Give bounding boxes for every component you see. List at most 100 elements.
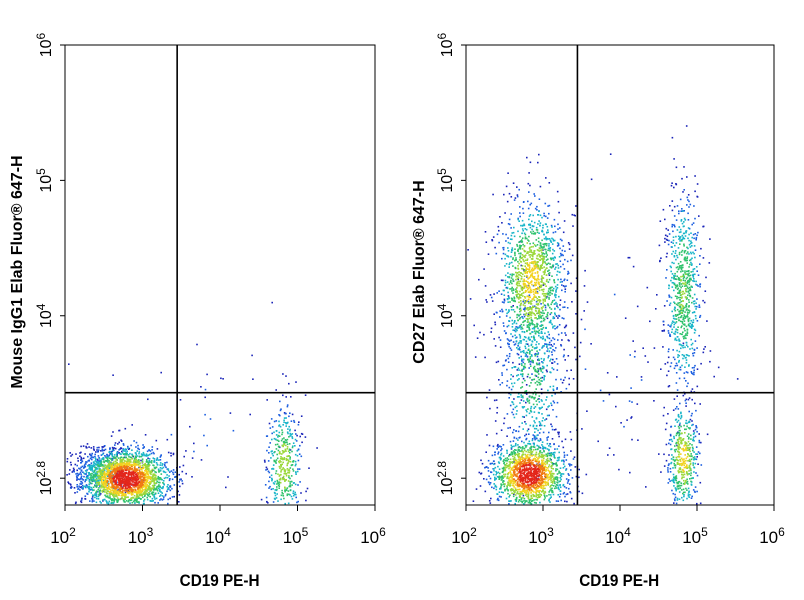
event-dot (507, 301, 509, 303)
event-dot (669, 265, 672, 268)
event-dot (166, 476, 169, 479)
event-dot (97, 449, 100, 451)
event-dot (574, 214, 576, 217)
event-dot (548, 333, 550, 336)
event-dot (540, 399, 543, 401)
event-dot (552, 453, 554, 455)
event-dot (670, 438, 673, 441)
event-dot (102, 468, 104, 471)
event-dot (474, 356, 477, 358)
event-dot (550, 455, 553, 457)
event-dot (123, 489, 126, 492)
event-dot (683, 232, 686, 235)
event-dot (550, 339, 553, 342)
event-dot (532, 284, 535, 287)
event-dot (155, 482, 157, 485)
event-dot (92, 494, 94, 497)
event-dot (688, 427, 691, 430)
event-dot (506, 380, 509, 382)
event-dot (686, 354, 689, 357)
event-dot (536, 346, 538, 349)
event-dot (673, 435, 675, 438)
event-dot (136, 491, 139, 493)
event-dot (521, 358, 523, 361)
event-dot (694, 256, 696, 259)
event-dot (696, 368, 699, 370)
event-dot (147, 494, 149, 496)
event-dot (141, 483, 144, 485)
event-dot (134, 477, 136, 480)
event-dot (696, 453, 698, 455)
event-dot (94, 496, 96, 499)
event-dot (222, 378, 224, 380)
event-dot (504, 489, 506, 492)
event-dot (666, 361, 669, 364)
event-dot (547, 229, 549, 231)
event-dot (563, 348, 565, 351)
event-dot (300, 492, 302, 494)
event-dot (527, 348, 530, 351)
event-dot (88, 446, 90, 448)
event-dot (555, 358, 558, 360)
event-dot (85, 476, 88, 479)
event-dot (674, 244, 676, 247)
event-dot (118, 449, 120, 451)
event-dot (717, 366, 720, 369)
event-dot (680, 411, 682, 414)
event-dot (524, 363, 526, 365)
event-dot (562, 446, 565, 449)
event-dot (512, 305, 514, 307)
event-dot (544, 339, 547, 342)
event-dot (529, 351, 531, 354)
event-dot (552, 349, 554, 351)
event-dot (553, 338, 556, 341)
event-dot (691, 245, 693, 247)
event-dot (94, 469, 96, 472)
event-dot (266, 501, 268, 503)
event-dot (677, 413, 680, 416)
event-dot (550, 267, 553, 269)
event-dot (143, 475, 146, 478)
event-dot (543, 403, 545, 406)
event-dot (531, 232, 533, 235)
event-dot (518, 369, 520, 371)
event-dot (690, 252, 693, 255)
event-dot (504, 265, 506, 267)
event-dot (136, 459, 139, 462)
event-dot (135, 453, 138, 456)
event-dot (89, 481, 91, 484)
event-dot (131, 453, 133, 456)
event-dot (562, 254, 564, 257)
event-dot (133, 469, 136, 472)
event-dot (500, 449, 502, 452)
event-dot (287, 502, 290, 505)
event-dot (298, 421, 300, 423)
event-dot (80, 500, 82, 503)
event-dot (510, 213, 512, 215)
event-dot (92, 471, 95, 474)
event-dot (149, 481, 151, 483)
event-dot (519, 340, 522, 343)
event-dot (121, 497, 123, 500)
event-dot (522, 201, 525, 203)
event-dot (568, 339, 570, 342)
event-dot (161, 464, 163, 467)
event-dot (673, 462, 675, 465)
event-dot (101, 458, 104, 460)
event-dot (522, 368, 525, 370)
event-dot (673, 502, 675, 504)
event-dot (556, 401, 559, 404)
event-dot (559, 271, 561, 274)
event-dot (159, 490, 161, 492)
event-dot (513, 366, 515, 368)
event-dot (532, 233, 535, 235)
event-dot (674, 225, 676, 228)
event-dot (671, 331, 673, 333)
event-dot (148, 458, 151, 460)
event-dot (286, 404, 289, 406)
event-dot (145, 455, 148, 457)
event-dot (524, 355, 527, 357)
event-dot (546, 315, 549, 317)
event-dot (268, 446, 270, 448)
event-dot (118, 441, 120, 444)
